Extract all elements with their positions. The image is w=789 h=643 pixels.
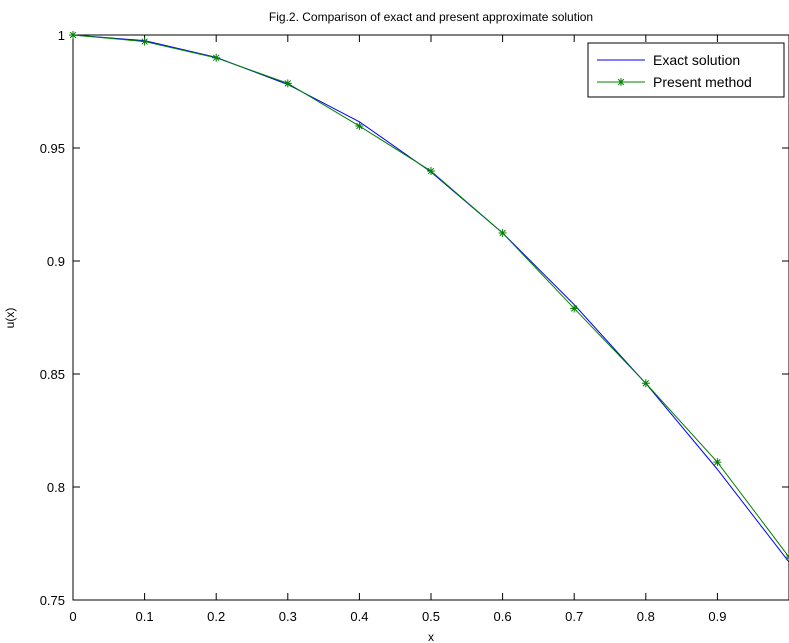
x-tick-label: 0.7 bbox=[565, 609, 583, 624]
y-tick-label: 0.8 bbox=[47, 480, 65, 495]
plot-area bbox=[73, 35, 789, 600]
x-tick-label: 0.9 bbox=[708, 609, 726, 624]
x-tick-label: 0.5 bbox=[422, 609, 440, 624]
x-tick-label: 0.3 bbox=[279, 609, 297, 624]
star-marker bbox=[713, 458, 721, 466]
star-marker bbox=[355, 122, 363, 130]
y-tick-label: 0.95 bbox=[40, 141, 65, 156]
x-tick-label: 0.6 bbox=[494, 609, 512, 624]
legend-label: Exact solution bbox=[653, 52, 740, 68]
star-marker bbox=[212, 54, 220, 62]
x-axis-label: x bbox=[428, 630, 434, 643]
star-marker bbox=[642, 379, 650, 387]
legend: Exact solution Present method bbox=[588, 43, 784, 97]
y-axis-label: u(x) bbox=[3, 308, 17, 329]
star-marker bbox=[570, 304, 578, 312]
x-tick-label: 0.8 bbox=[637, 609, 655, 624]
y-tick-label: 0.9 bbox=[47, 254, 65, 269]
star-marker bbox=[617, 78, 625, 86]
x-tick-label: 0.2 bbox=[207, 609, 225, 624]
star-marker bbox=[69, 31, 77, 39]
star-marker bbox=[284, 79, 292, 87]
y-tick-label: 0.85 bbox=[40, 367, 65, 382]
x-tick-label: 0.1 bbox=[136, 609, 154, 624]
star-marker bbox=[499, 229, 507, 237]
y-tick-label: 1 bbox=[58, 28, 65, 43]
x-tick-label: 0.4 bbox=[350, 609, 368, 624]
y-tick-label: 0.75 bbox=[40, 593, 65, 608]
star-marker bbox=[141, 38, 149, 46]
chart-title: Fig.2. Comparison of exact and present a… bbox=[269, 10, 593, 24]
star-marker bbox=[427, 167, 435, 175]
x-tick-label: 0 bbox=[69, 609, 76, 624]
legend-label: Present method bbox=[653, 74, 752, 90]
